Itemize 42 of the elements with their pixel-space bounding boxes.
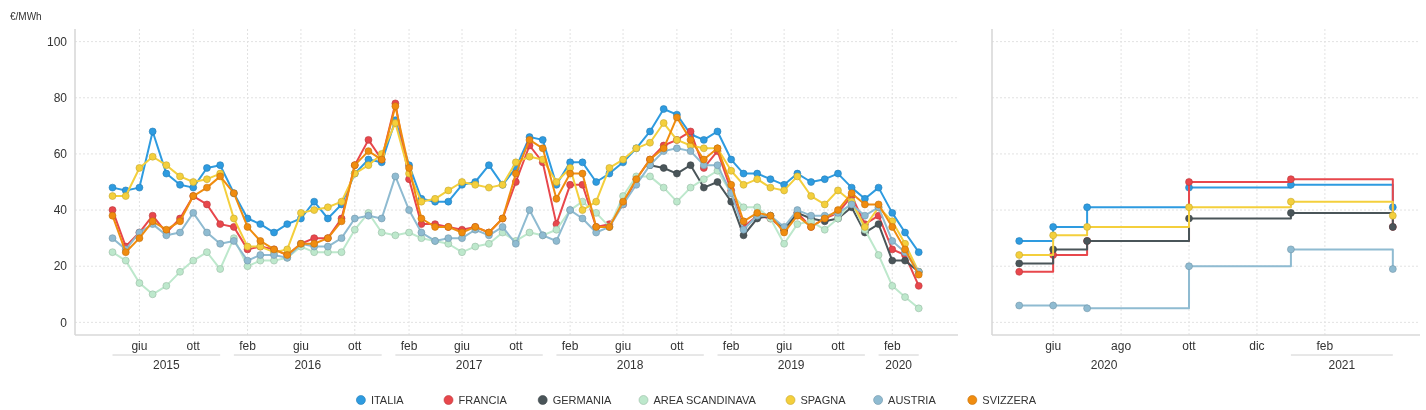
- legend-label: GERMANIA: [552, 394, 613, 406]
- text: 2018: [616, 358, 644, 372]
- text: 2017: [455, 358, 483, 372]
- x-tick-label: ott: [1182, 339, 1197, 353]
- y-tick-label: 40: [53, 203, 68, 218]
- x-tick-label: feb: [239, 339, 257, 353]
- legend-label: SPAGNA: [800, 394, 847, 406]
- x-tick-label: ott: [670, 339, 685, 353]
- x-tick-label: giu: [453, 339, 471, 353]
- text: 2021: [1328, 358, 1356, 372]
- text: 2015: [152, 358, 181, 372]
- x-tick-label: giu: [776, 339, 793, 353]
- x-tick-label: feb: [722, 339, 740, 353]
- x-tick-label: ott: [509, 339, 524, 353]
- y-tick-label: 20: [53, 259, 68, 274]
- x-tick-label: giu: [131, 339, 148, 353]
- x-tick-label: feb: [400, 339, 418, 353]
- x-tick-label: ott: [186, 339, 201, 353]
- text: 2020: [1090, 358, 1118, 372]
- x-tick-label: giu: [615, 339, 632, 353]
- x-tick-label: ott: [348, 339, 363, 353]
- x-tick-label: ott: [831, 339, 846, 353]
- x-tick-label: giu: [292, 339, 309, 353]
- y-tick-label: 0: [60, 315, 68, 330]
- x-tick-label: dic: [1249, 339, 1265, 353]
- x-tick-label: feb: [883, 339, 901, 353]
- x-tick-label: feb: [561, 339, 579, 353]
- x-tick-label: ago: [1111, 339, 1132, 353]
- legend-label: AUSTRIA: [888, 394, 937, 406]
- y-tick-label: 80: [53, 90, 68, 105]
- text: 2019: [777, 358, 805, 372]
- y-tick-label: 60: [53, 147, 68, 162]
- text: 2016: [294, 358, 322, 372]
- legend-label: AREA SCANDINAVA: [653, 394, 757, 406]
- x-tick-label: giu: [1045, 339, 1062, 353]
- x-tick-label: feb: [1316, 339, 1334, 353]
- y-tick-label: 100: [46, 34, 68, 49]
- y-axis-title: €/MWh: [10, 11, 42, 22]
- legend-label: ITALIA: [370, 394, 405, 406]
- legend-label: FRANCIA: [458, 394, 508, 406]
- legend-label: SVIZZERA: [982, 394, 1037, 406]
- text: 2020: [885, 358, 913, 372]
